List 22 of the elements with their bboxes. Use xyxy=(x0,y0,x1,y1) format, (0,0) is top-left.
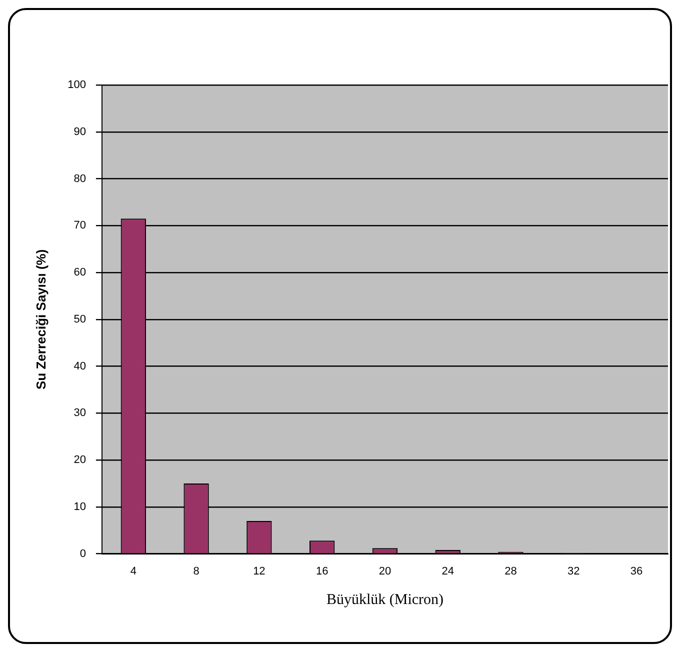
y-tick-label: 0 xyxy=(80,548,86,560)
y-tick-label: 90 xyxy=(74,126,86,138)
y-tick-label: 100 xyxy=(68,79,86,92)
y-axis-title: Su Zerreciği Sayısı (%) xyxy=(33,249,48,390)
y-tick-label: 80 xyxy=(74,172,86,185)
x-tick-label: 4 xyxy=(130,565,136,578)
x-tick-label: 28 xyxy=(504,565,517,578)
x-tick-label: 32 xyxy=(568,565,580,578)
y-tick-label: 70 xyxy=(74,220,86,232)
y-tick-label: 30 xyxy=(74,407,86,420)
x-axis-title: Büyüklük (Micron) xyxy=(326,592,444,608)
y-tick-label: 60 xyxy=(74,266,86,279)
x-tick-label: 36 xyxy=(630,565,643,578)
x-tick-label: 12 xyxy=(253,565,266,578)
x-tick-label: 24 xyxy=(442,565,454,578)
y-tick-label: 50 xyxy=(74,313,86,326)
y-tick-label: 40 xyxy=(74,360,86,372)
x-tick-label: 16 xyxy=(316,565,328,578)
x-tick-label: 8 xyxy=(193,565,200,578)
y-tick-label: 10 xyxy=(74,500,86,513)
y-tick-label: 20 xyxy=(74,454,86,466)
x-tick-label: 20 xyxy=(378,565,392,578)
